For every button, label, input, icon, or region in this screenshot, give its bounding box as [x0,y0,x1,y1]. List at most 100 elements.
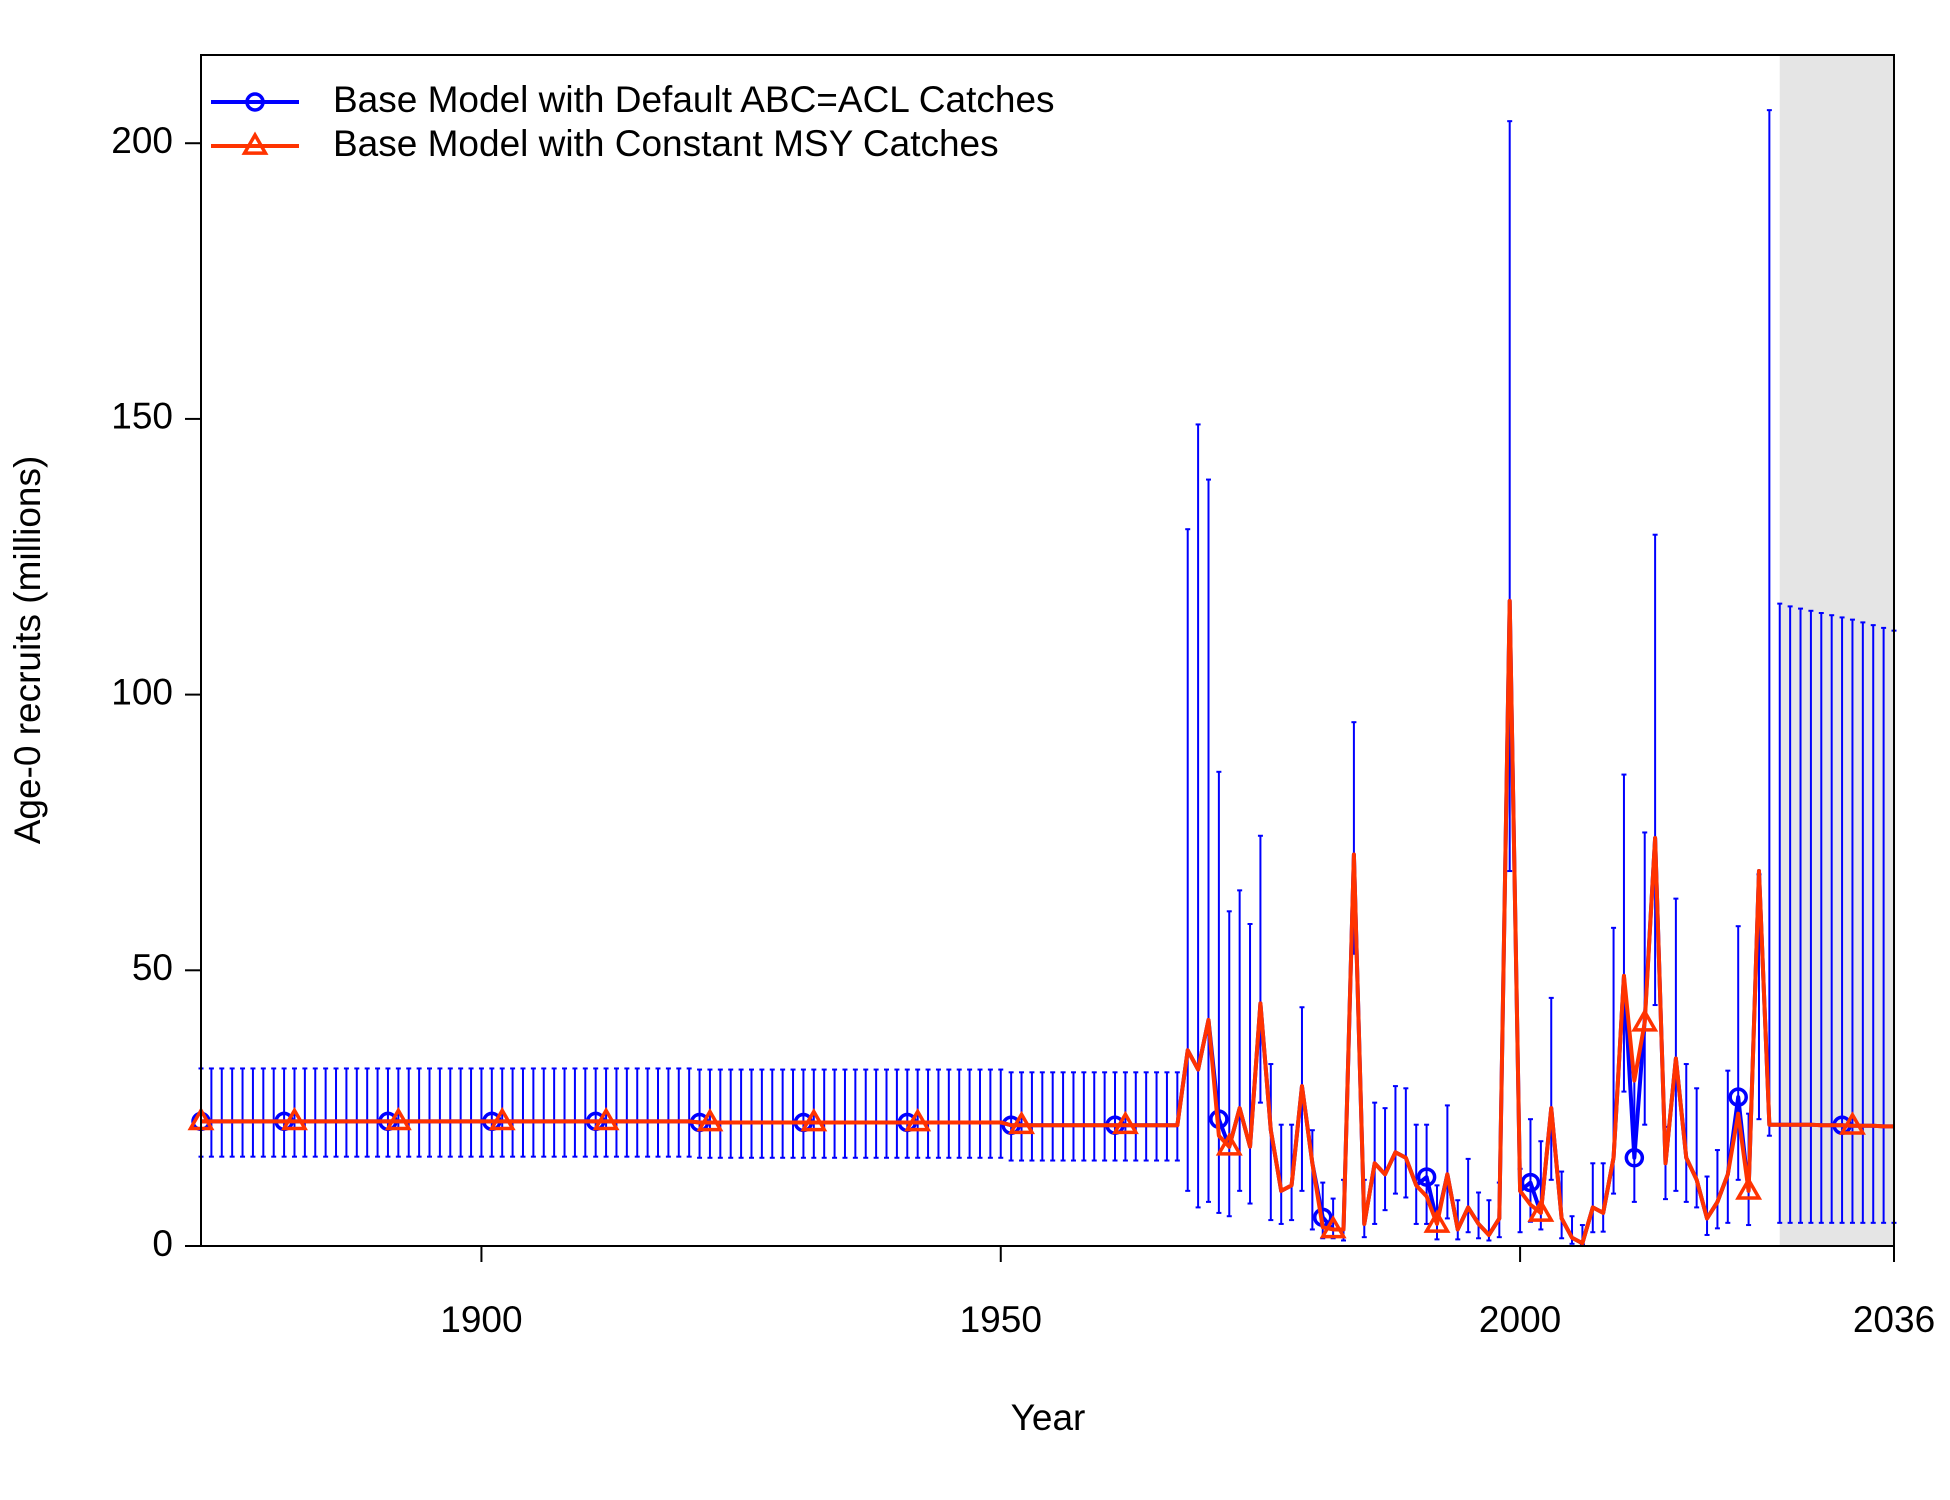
error-bar [1652,533,1658,1007]
error-bar [956,1068,962,1159]
series-marker [1631,1008,1659,1032]
error-bar [748,1068,754,1159]
error-bar [1309,1129,1315,1231]
error-bar [863,1068,869,1159]
error-bar [1278,1123,1284,1225]
y-tick-label: 100 [111,671,173,712]
error-bar [1226,910,1232,1218]
error-bar [1424,1123,1430,1225]
error-bar [1600,1162,1606,1233]
error-bar [1143,1071,1149,1162]
error-bar [1777,602,1783,1224]
error-bar [1154,1071,1160,1162]
error-bar [1860,621,1866,1224]
error-bar [842,1068,848,1159]
error-bar [447,1067,453,1158]
error-bar [562,1067,568,1158]
series-marker [1520,1172,1541,1193]
error-bar [458,1067,464,1158]
error-bar [613,1067,619,1158]
error-bar [468,1067,474,1158]
error-bar [821,1068,827,1159]
series-marker [1416,1167,1437,1187]
error-bar [1185,528,1191,1192]
error-bar [1829,614,1835,1224]
error-bar [240,1067,246,1158]
error-bar [1039,1071,1045,1162]
x-tick-label: 1950 [960,1299,1042,1340]
error-bar [208,1067,214,1158]
x-tick-label: 2000 [1479,1299,1561,1340]
error-bar [987,1068,993,1159]
error-bar [1725,1069,1731,1224]
error-bar [686,1067,692,1158]
error-bar [1413,1123,1419,1225]
error-bar [1257,834,1263,1104]
error-bar [1070,1071,1076,1162]
error-bar [1704,1175,1710,1236]
error-bar [1548,996,1554,1181]
error-bar [323,1067,329,1158]
series-marker [1735,1176,1763,1200]
legend-label: Base Model with Default ABC=ACL Catches [333,79,1055,120]
error-bar [1102,1071,1108,1162]
error-bar [645,1067,651,1158]
series-marker [800,1107,828,1132]
series-marker [488,1106,516,1131]
error-bar [1694,1087,1700,1209]
error-bar [790,1068,796,1159]
error-bar [1403,1087,1409,1199]
error-bar [832,1068,838,1159]
error-bar [416,1067,422,1158]
plot-frame [200,54,1895,1247]
error-bar [1476,1191,1482,1240]
error-bar [1642,831,1648,1126]
error-bar [510,1067,516,1158]
series-marker [1838,1111,1866,1135]
error-bar [1465,1157,1471,1234]
error-bar [728,1068,734,1159]
series-marker [1728,1087,1748,1107]
error-bar [219,1067,225,1158]
error-bar [935,1068,941,1159]
error-bar [1766,109,1772,1137]
series-marker [1423,1209,1451,1233]
error-bar [437,1067,443,1158]
error-bar [1808,609,1814,1224]
error-bar [1205,478,1211,1203]
error-bar [717,1068,723,1159]
error-bar [520,1067,526,1158]
series-marker [1319,1214,1347,1239]
error-bar [541,1067,547,1158]
error-bar [582,1067,588,1158]
error-bar [229,1067,235,1158]
error-bar [312,1067,318,1158]
error-bar [655,1067,661,1158]
y-tick-label: 200 [111,120,173,161]
series-marker [1527,1198,1555,1222]
y-tick-label: 50 [132,947,173,988]
error-bar [884,1068,890,1159]
error-bar [634,1067,640,1158]
error-bar [375,1067,381,1158]
error-bar [333,1067,339,1158]
y-axis-label: Age-0 recruits (millions) [7,456,48,845]
error-bar [873,1068,879,1159]
error-bar [1091,1071,1097,1162]
error-bar [1382,1107,1388,1212]
error-bar [1798,607,1804,1224]
series-line [201,598,1894,1246]
error-bar [530,1067,536,1158]
error-bar [1849,618,1855,1224]
error-bar [1081,1071,1087,1162]
series-marker [1111,1110,1139,1135]
series-marker [1215,1132,1243,1156]
error-bar [1268,1063,1274,1222]
error-bar [1237,889,1243,1192]
error-bar [925,1068,931,1159]
error-bar [852,1068,858,1159]
error-bar [1870,624,1876,1224]
error-bar [769,1068,775,1159]
error-bar [946,1068,952,1159]
